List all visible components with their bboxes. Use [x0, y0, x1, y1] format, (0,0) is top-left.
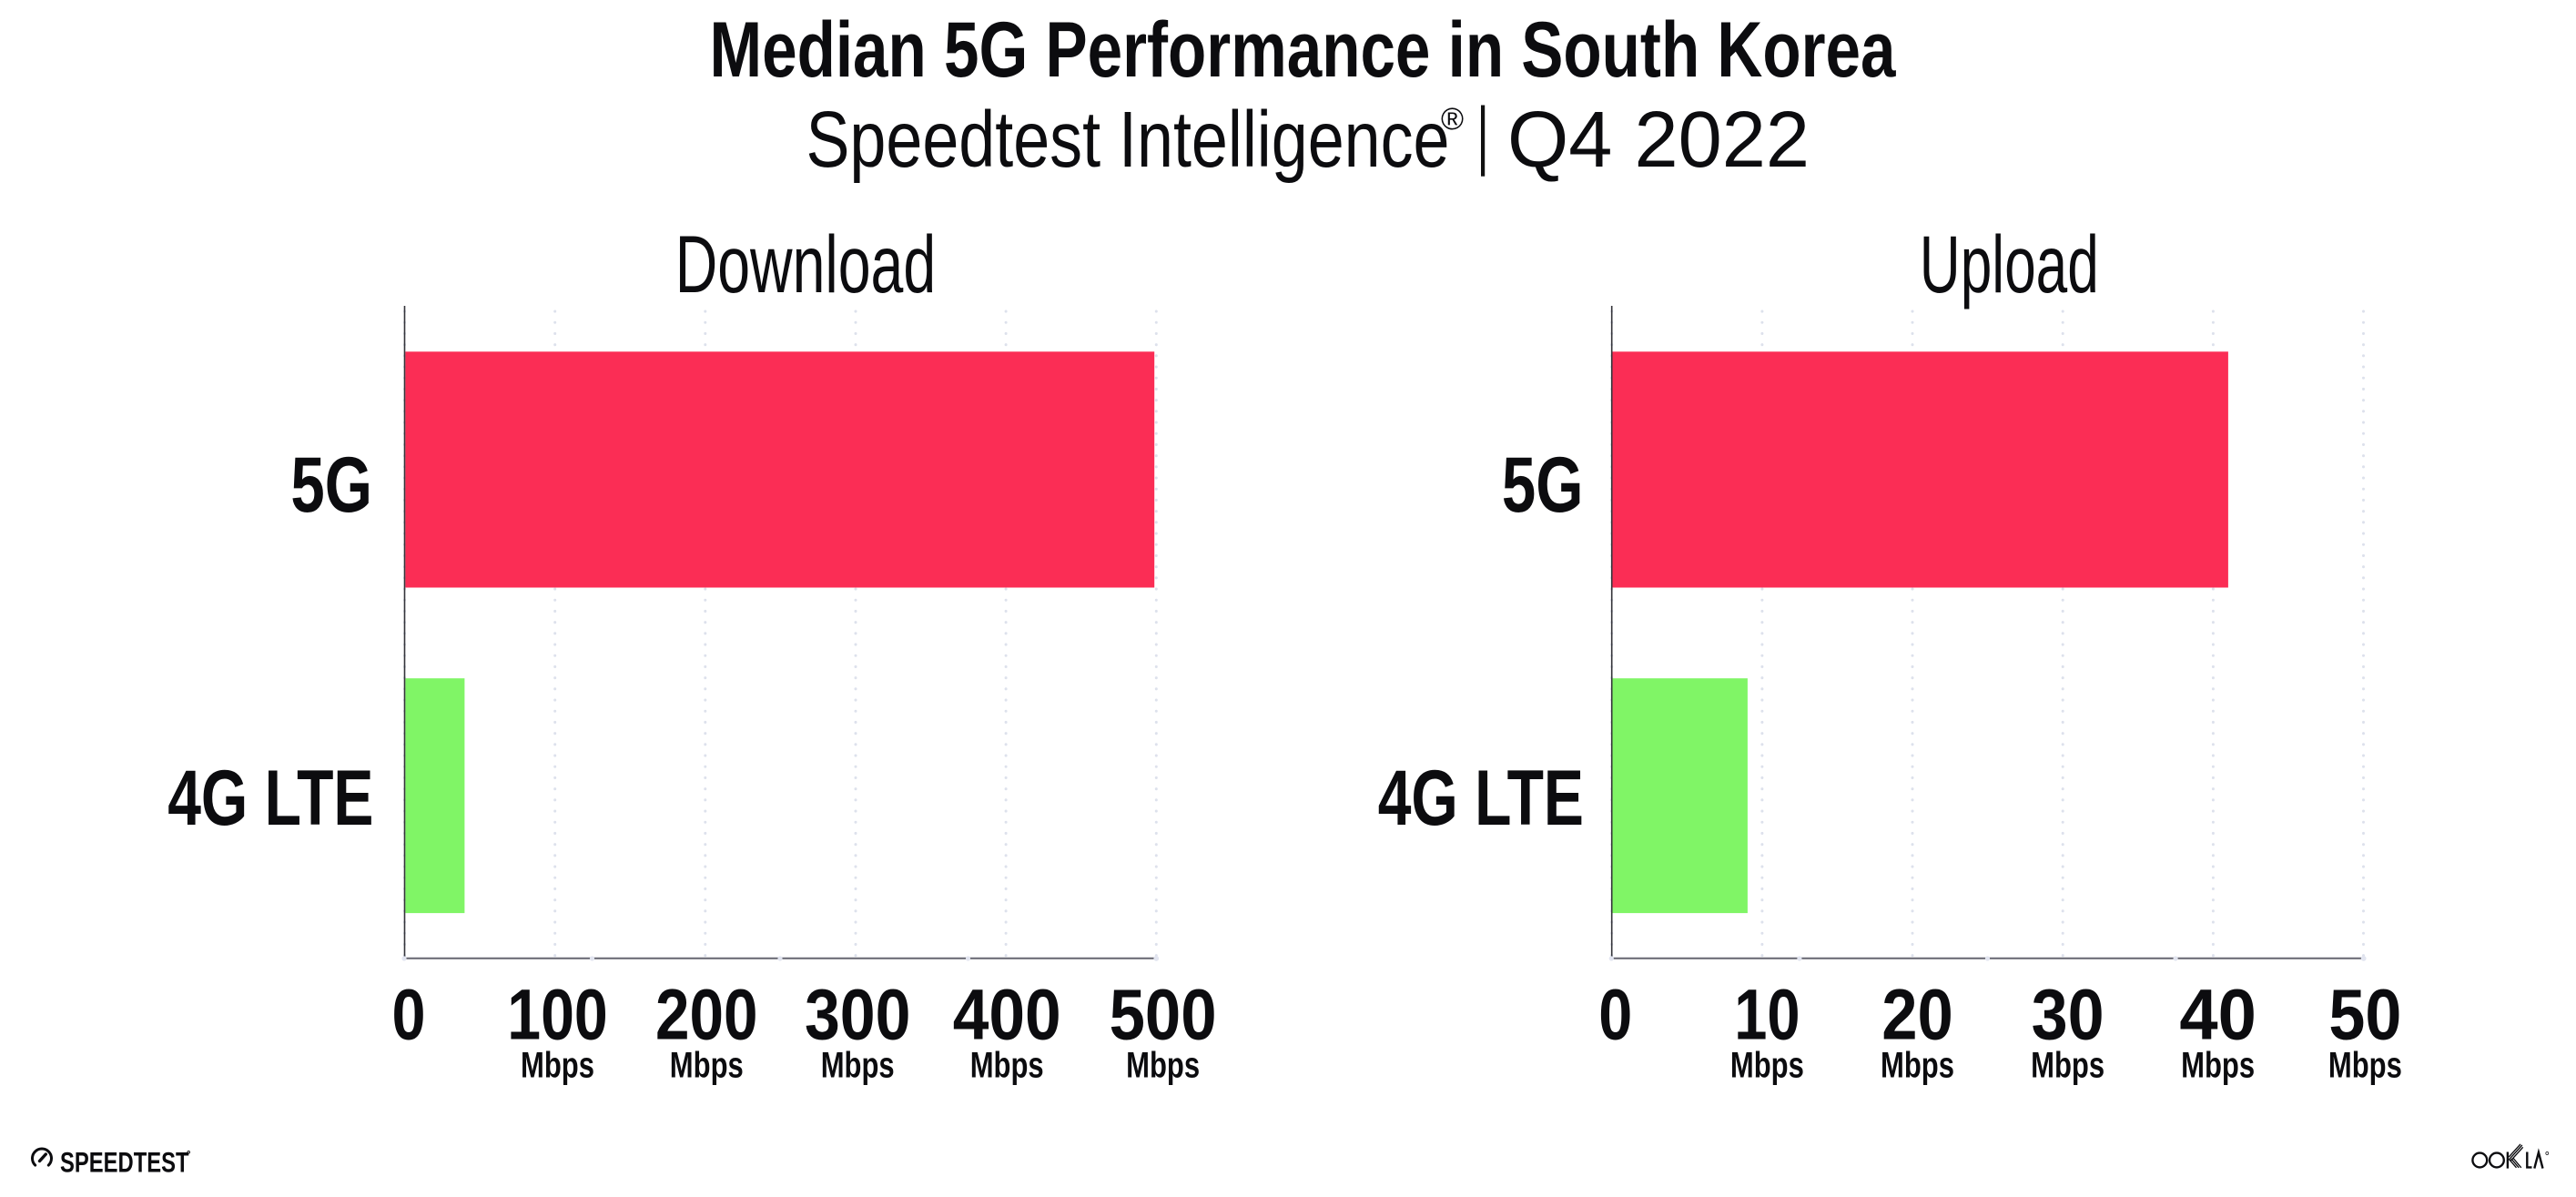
svg-text:Mbps: Mbps — [1126, 1046, 1200, 1086]
svg-text:40: 40 — [2179, 973, 2257, 1054]
svg-text:Upload: Upload — [1920, 218, 2099, 309]
svg-text:®: ® — [1441, 102, 1464, 137]
svg-text:400: 400 — [953, 973, 1061, 1054]
svg-text:Median 5G Performance in South: Median 5G Performance in South Korea — [710, 6, 1897, 94]
svg-text:0: 0 — [1598, 973, 1632, 1054]
svg-text:0: 0 — [392, 973, 426, 1054]
svg-text:20: 20 — [1881, 973, 1953, 1054]
svg-text:Mbps: Mbps — [2328, 1046, 2402, 1086]
svg-text:5G: 5G — [290, 441, 372, 529]
svg-text:Mbps: Mbps — [821, 1046, 895, 1086]
svg-text:Mbps: Mbps — [670, 1046, 744, 1086]
svg-text:Mbps: Mbps — [521, 1046, 594, 1086]
svg-text:50: 50 — [2328, 973, 2401, 1054]
svg-text:Mbps: Mbps — [2181, 1046, 2255, 1086]
svg-text:Q4 2022: Q4 2022 — [1507, 96, 1810, 184]
svg-text:Mbps: Mbps — [970, 1046, 1044, 1086]
svg-text:5G: 5G — [1502, 441, 1584, 529]
svg-text:4G LTE: 4G LTE — [167, 755, 373, 842]
svg-text:200: 200 — [655, 973, 758, 1054]
svg-text:4G LTE: 4G LTE — [1378, 755, 1584, 842]
svg-text:100: 100 — [507, 973, 608, 1054]
svg-text:10: 10 — [1734, 973, 1800, 1054]
svg-text:Mbps: Mbps — [1730, 1046, 1804, 1086]
svg-text:500: 500 — [1110, 973, 1217, 1054]
svg-text:Mbps: Mbps — [1881, 1046, 1954, 1086]
svg-text:Mbps: Mbps — [2031, 1046, 2104, 1086]
svg-text:Speedtest Intelligence: Speedtest Intelligence — [806, 96, 1450, 184]
svg-text:Download: Download — [675, 218, 936, 309]
svg-text:30: 30 — [2032, 973, 2104, 1054]
svg-text:SPEEDTEST: SPEEDTEST — [60, 1146, 189, 1179]
svg-text:300: 300 — [805, 973, 911, 1054]
